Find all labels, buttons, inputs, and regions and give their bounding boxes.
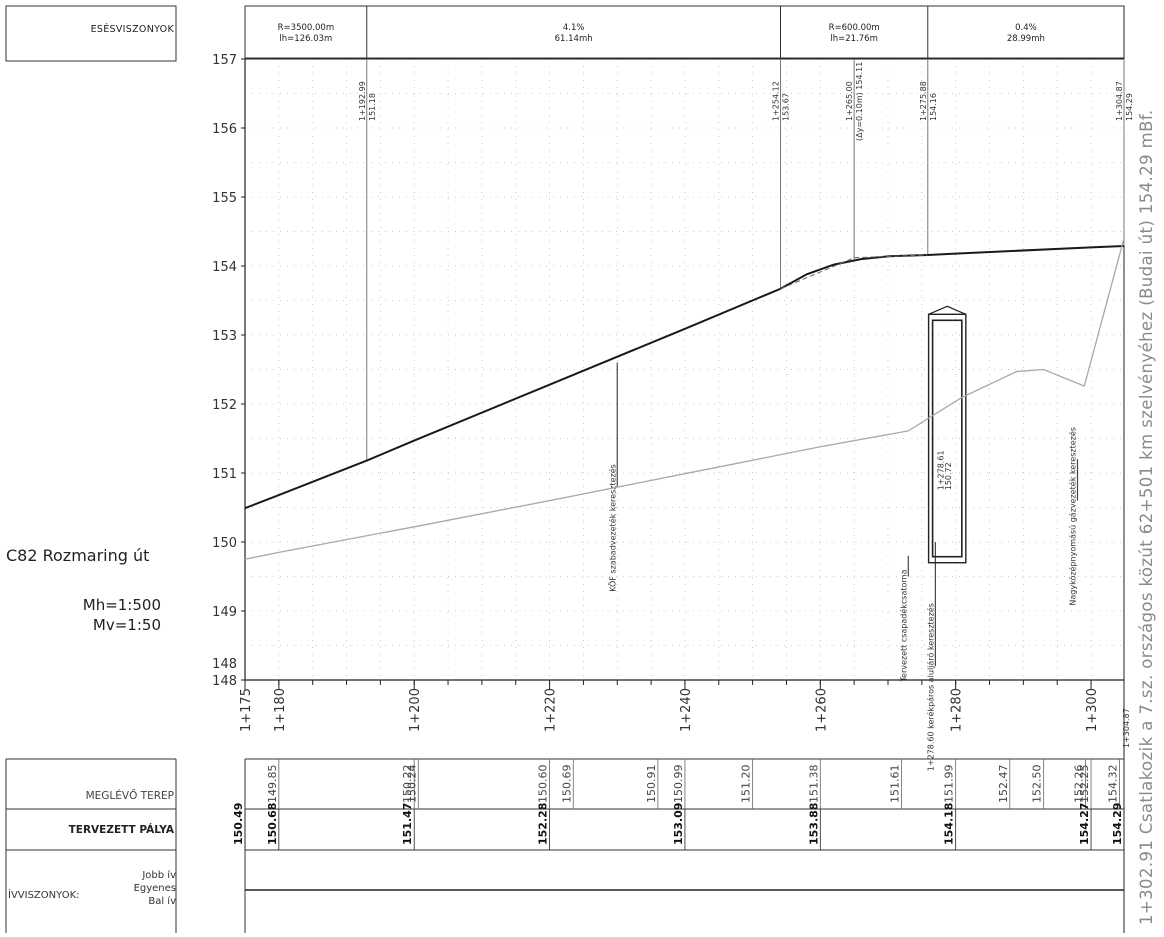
terrain-row-value: 152.47 [997, 765, 1010, 804]
x-tick-label: 1+180 [273, 688, 288, 732]
y-tick-label: 148 [212, 657, 237, 672]
station-marker-label: 1+304.87 [1115, 81, 1124, 121]
design-row-value: 152.28 [537, 803, 550, 845]
station-elevation-label: 154.16 [929, 93, 938, 121]
underpass-station-label: 1+278.61 [936, 450, 945, 490]
crossing-label: 1+278.60 kerékpáros aluljáró keresztezés [925, 603, 935, 771]
x-tick-label: 1+260 [814, 688, 829, 732]
x-tick-label: 1+220 [544, 688, 559, 732]
grade-segment-line2: lh=126.03m [279, 34, 332, 44]
terrain-line [244, 238, 1125, 560]
station-elevation-label: (Δy=0.10m) 154.11 [855, 62, 864, 141]
x-tick-label: 1+304.87 [1122, 708, 1131, 748]
terrain-row-value: 152.26 [1073, 765, 1086, 804]
design-line [244, 244, 1125, 510]
station-elevation-label: 151.18 [368, 93, 377, 121]
station-marker-label: 1+192.99 [358, 81, 367, 121]
y-tick-label: 154 [212, 260, 237, 275]
road-title: C82 Rozmaring út [6, 546, 150, 565]
existing-terrain-row-label: MEGLÉVŐ TEREP [85, 790, 174, 802]
design-row-value: 154.18 [943, 803, 956, 845]
terrain-row-value: 152.25 [1078, 765, 1091, 804]
x-tick-label: 1+300 [1085, 688, 1100, 732]
crossing-label: Nagyközépnyomású gázvezeték keresztezés [1068, 427, 1078, 606]
terrain-row-value: 150.99 [672, 765, 685, 804]
terrain-row-value: 151.20 [740, 765, 753, 804]
y-tick-label: 157 [212, 53, 237, 68]
grade-row [244, 5, 1125, 59]
design-row-value: 153.09 [672, 803, 685, 845]
terrain-row-value: 150.69 [560, 765, 573, 804]
crossing-label: KÖF szabadvezeték keresztezés [607, 464, 617, 592]
x-tick-label: 1+175 [239, 688, 254, 732]
station-elevation-label: 154.29 [1125, 93, 1134, 121]
x-tick-label: 1+200 [408, 688, 423, 732]
station-marker-label: 1+254.12 [772, 81, 781, 121]
straight-label: Egyenes [133, 883, 176, 894]
terrain-row-value: 150.91 [645, 765, 658, 804]
x-tick-label: 1+240 [679, 688, 694, 732]
underpass-elevation-label: 150.72 [944, 462, 953, 490]
design-row-value: 151.47 [401, 803, 414, 845]
x-tick-label: 1+280 [950, 688, 965, 732]
underpass-inner [931, 319, 963, 558]
y-tick-label: 150 [212, 536, 237, 551]
terrain-row-value: 150.22 [401, 765, 414, 804]
terrain-row-value: 154.32 [1106, 765, 1119, 804]
grade-header-cell [5, 5, 177, 62]
crossing-label: Tervezett csapadékcsatorna [898, 569, 908, 682]
y-tick-label: 155 [212, 191, 237, 206]
station-marker-label: 1+275.88 [919, 81, 928, 121]
vertical-scale: Mv=1:50 [92, 616, 161, 634]
grade-segment-line2: lh=21.76m [830, 34, 878, 44]
design-row-label: TERVEZETT PÁLYA [68, 824, 174, 836]
underpass-box [927, 313, 967, 564]
y-tick-label: 156 [212, 122, 237, 137]
terrain-row-value: 150.60 [537, 765, 550, 804]
terrain-row-value: 151.61 [889, 765, 902, 804]
design-row-value: 154.27 [1078, 803, 1091, 845]
y-tick-label-bottom: 148 [212, 674, 237, 689]
terrain-row-value: 149.85 [266, 765, 279, 804]
grade-segment-line1: R=600.00m [829, 23, 880, 33]
grid [245, 59, 1124, 680]
curvature-row-label: ÍVVISZONYOK: [8, 890, 80, 901]
station-marker-label: 1+265.00 [845, 81, 854, 121]
connection-note: 1+302.91 Csatlakozik a 7.sz. országos kö… [1137, 109, 1156, 926]
y-tick-label: 152 [212, 398, 237, 413]
y-tick-label: 151 [212, 467, 237, 482]
horizontal-scale: Mh=1:500 [82, 596, 161, 614]
tangent-line [780, 254, 928, 290]
design-row-value: 154.29 [1111, 803, 1124, 845]
y-tick-label: 149 [212, 605, 237, 620]
design-row-value: 150.68 [266, 803, 279, 845]
design-row-value: 153.88 [807, 803, 820, 845]
terrain-row-value: 152.50 [1031, 765, 1044, 804]
grade-segment-line1: 4.1% [563, 23, 585, 33]
terrain-row-value: 151.38 [807, 765, 820, 804]
station-elevation-label: 153.67 [782, 93, 791, 121]
y-tick-label: 153 [212, 329, 237, 344]
underpass-roof [928, 305, 967, 315]
grade-segment-line2: 28.99mh [1007, 34, 1045, 44]
grade-segment-line2: 61.14mh [555, 34, 593, 44]
curve-left-label: Bal ív [148, 896, 176, 907]
grade-segment-line1: 0.4% [1015, 23, 1037, 33]
curve-right-label: Jobb ív [142, 870, 176, 881]
design-row-value: 150.49 [232, 803, 245, 845]
terrain-row-value: 150.24 [405, 765, 418, 804]
terrain-row-value: 151.99 [943, 765, 956, 804]
grade-segment-line1: R=3500.00m [278, 23, 334, 33]
grade-header-label: ESÉSVISZONYOK [90, 24, 174, 35]
